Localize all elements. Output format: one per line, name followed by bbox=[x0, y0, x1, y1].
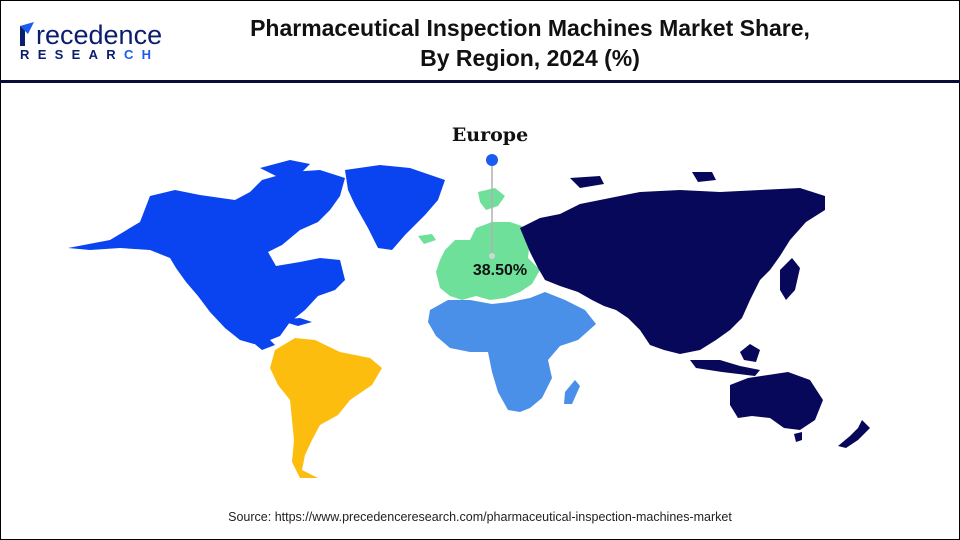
title-line-2: By Region, 2024 (%) bbox=[420, 45, 640, 71]
logo-subline: RESEARCH bbox=[20, 47, 160, 62]
logo-wordmark: recedence bbox=[36, 20, 163, 50]
region-middle-east-africa bbox=[428, 292, 596, 412]
title-line-1: Pharmaceutical Inspection Machines Marke… bbox=[250, 15, 810, 41]
world-map bbox=[68, 154, 870, 478]
header-divider bbox=[0, 80, 960, 83]
region-latin-america bbox=[270, 338, 382, 478]
europe-callout bbox=[486, 154, 498, 259]
region-north-america bbox=[68, 160, 445, 350]
callout-anchor bbox=[489, 253, 495, 259]
callout-region-label: Europe bbox=[451, 124, 529, 146]
region-asia-pacific bbox=[520, 172, 870, 448]
header: recedence RESEARCH Pharmaceutical Inspec… bbox=[0, 0, 960, 81]
precedence-research-logo: recedence RESEARCH bbox=[18, 18, 168, 64]
callout-dot bbox=[486, 154, 498, 166]
source-text: Source: https://www.precedenceresearch.c… bbox=[228, 510, 732, 524]
logo-mark-icon bbox=[20, 22, 34, 46]
callout-value-label: 38.50% bbox=[472, 262, 528, 279]
region-europe bbox=[418, 188, 540, 300]
chart-title: Pharmaceutical Inspection Machines Marke… bbox=[200, 13, 860, 73]
